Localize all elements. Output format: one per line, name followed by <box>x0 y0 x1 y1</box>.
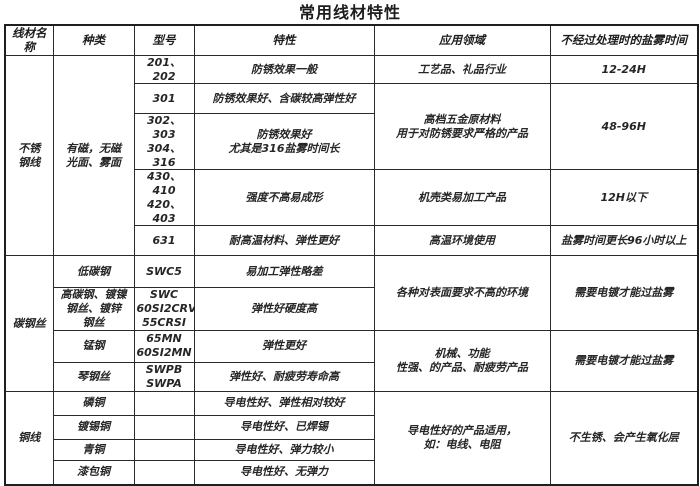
kind-cell: 青铜 <box>52 438 135 461</box>
kind-cell: 镀锡铜 <box>52 414 135 440</box>
kind-cell: 漆包铜 <box>52 459 135 486</box>
salt-cell: 不生锈、会产生氧化层 <box>549 390 699 486</box>
col-header-material-name: 线材名称 <box>4 24 54 56</box>
salt-cell: 12-24H <box>549 54 699 85</box>
salt-cell: 48-96H <box>549 83 699 171</box>
header-row: 线材名称 种类 型号 特性 应用领域 不经过处理时的盐雾时间 <box>4 24 699 56</box>
salt-cell: 需要电镀才能过盐雾 <box>549 255 699 331</box>
material-copper: 铜线 <box>4 390 54 486</box>
feature-cell: 防锈效果好、含碳较高弹性好 <box>193 83 375 115</box>
application-cell: 机壳类易加工产品 <box>373 169 551 227</box>
application-cell: 高档五金原材料 用于对防锈要求严格的产品 <box>373 83 551 171</box>
feature-cell: 导电性好、已焊锡 <box>193 414 375 440</box>
kind-stainless: 有磁，无磁 光面、雾面 <box>52 54 135 257</box>
model-cell: SWC5 <box>133 255 195 289</box>
feature-cell: 导电性好、无弹力 <box>193 459 375 486</box>
feature-cell: 弹性好硬度高 <box>193 287 375 331</box>
col-header-salt-spray: 不经过处理时的盐雾时间 <box>549 24 699 56</box>
model-cell <box>133 390 195 416</box>
page-title: 常用线材特性 <box>298 3 401 22</box>
application-cell: 高温环境使用 <box>373 225 551 257</box>
feature-cell: 导电性好、弹力较小 <box>193 438 375 461</box>
kind-cell: 高碳钢、镀镍 钢丝、镀锌 钢丝 <box>52 287 135 331</box>
table-row: 302、303 304、316 防锈效果好 尤其是316盐雾时间长 <box>5 113 698 171</box>
salt-cell: 需要电镀才能过盐雾 <box>549 329 699 392</box>
material-carbon: 碳钢丝 <box>4 255 54 392</box>
table-row: 高碳钢、镀镍 钢丝、镀锌 钢丝 SWC 60SI2CRVA、 55CRSI 弹性… <box>5 287 698 331</box>
feature-cell: 易加工弹性略差 <box>193 255 375 289</box>
col-header-model: 型号 <box>133 24 195 56</box>
table-row: 碳钢丝 低碳钢 SWC5 易加工弹性略差 各种对表面要求不高的环境 需要电镀才能… <box>4 255 699 392</box>
feature-cell: 弹性好、耐疲劳寿命高 <box>193 361 375 392</box>
kind-cell: 琴钢丝 <box>52 361 135 392</box>
table-row: 铜线 磷铜 导电性好、弹性相对较好 导电性好的产品适用， 如：电线、电阻 不生锈… <box>4 390 699 486</box>
col-header-kind: 种类 <box>52 24 135 56</box>
feature-cell: 防锈效果一般 <box>193 54 375 85</box>
col-header-application: 应用领域 <box>373 24 551 56</box>
model-cell: 302、303 304、316 <box>133 113 195 171</box>
salt-cell: 12H以下 <box>549 169 699 227</box>
material-stainless: 不锈 钢线 <box>4 54 54 257</box>
table-row: 301 防锈效果好、含碳较高弹性好 高档五金原材料 用于对防锈要求严格的产品 4… <box>5 83 699 171</box>
salt-cell: 盐雾时间更长96小时以上 <box>549 225 699 257</box>
table-row: 锰钢 65MN 60SI2MN 弹性更好 机械、功能 性强、的产品、耐疲劳产品 … <box>5 329 699 392</box>
model-cell <box>133 438 195 461</box>
model-cell <box>133 459 195 486</box>
kind-cell: 锰钢 <box>52 329 135 363</box>
model-cell <box>133 414 195 440</box>
table-row: 琴钢丝 SWPB SWPA 弹性好、耐疲劳寿命高 <box>5 361 698 392</box>
model-cell: 65MN 60SI2MN <box>133 329 195 363</box>
col-header-feature: 特性 <box>193 24 375 56</box>
model-cell: SWPB SWPA <box>133 361 195 392</box>
application-cell: 导电性好的产品适用， 如：电线、电阻 <box>373 390 551 486</box>
model-cell: SWC 60SI2CRVA、 55CRSI <box>133 287 195 331</box>
table-row: 430、410 420、403 强度不高易成形 机壳类易加工产品 12H以下 <box>5 169 699 227</box>
wire-spec-table: 线材名称 种类 型号 特性 应用领域 不经过处理时的盐雾时间 不锈 钢线 有磁，… <box>4 24 699 486</box>
feature-cell: 强度不高易成形 <box>193 169 375 227</box>
model-cell: 430、410 420、403 <box>133 169 195 227</box>
table-row: 631 耐高温材料、弹性更好 高温环境使用 盐雾时间更长96小时以上 <box>5 225 699 257</box>
feature-cell: 导电性好、弹性相对较好 <box>193 390 375 416</box>
application-cell: 工艺品、礼品行业 <box>373 54 551 85</box>
feature-cell: 防锈效果好 尤其是316盐雾时间长 <box>193 113 375 171</box>
kind-cell: 磷铜 <box>52 390 135 416</box>
application-cell: 各种对表面要求不高的环境 <box>373 255 551 331</box>
model-cell: 201、202 <box>133 54 195 85</box>
model-cell: 631 <box>133 225 195 257</box>
feature-cell: 耐高温材料、弹性更好 <box>193 225 375 257</box>
application-cell: 机械、功能 性强、的产品、耐疲劳产品 <box>373 329 551 392</box>
kind-cell: 低碳钢 <box>52 255 135 289</box>
feature-cell: 弹性更好 <box>193 329 375 363</box>
model-cell: 301 <box>133 83 195 115</box>
table-row: 不锈 钢线 有磁，无磁 光面、雾面 201、202 防锈效果一般 工艺品、礼品行… <box>4 54 699 257</box>
